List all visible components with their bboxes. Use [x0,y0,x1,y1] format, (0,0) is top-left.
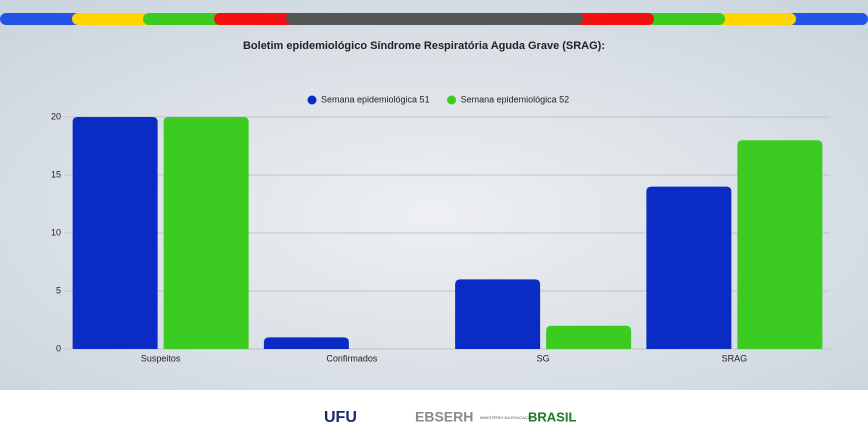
bar [263,337,349,349]
logo-text: UFU [324,409,357,426]
logo-text: BRASIL [528,409,576,424]
y-tick-label: 20 [51,111,61,121]
bar [646,186,732,349]
legend-label: Semana epidemiológica 51 [321,94,430,104]
top-stripe [0,13,868,25]
bar [72,117,158,349]
y-tick-label: 15 [51,169,61,179]
bar [163,117,249,349]
bar [737,140,823,349]
legend-marker [307,95,317,105]
bar [546,325,632,349]
x-tick-label: SG [537,353,550,363]
x-tick-label: Suspeitos [141,353,181,363]
y-tick-label: 10 [51,227,61,237]
y-tick-label: 5 [56,285,61,295]
chart-title: Boletim epidemiológico Síndrome Respirat… [243,40,605,52]
legend-marker [447,95,457,105]
footer [0,390,868,443]
logo-text: MINISTÉRIO DA EDUCAÇÃO [480,415,534,420]
legend-label: Semana epidemiológica 52 [461,94,570,104]
x-tick-label: SRAG [722,353,748,363]
y-tick-label: 0 [56,343,61,353]
footer-logos: UFU EBSERH MINISTÉRIO DA EDUCAÇÃO BRASIL [324,409,576,427]
x-tick-label: Confirmados [326,353,378,363]
bar [455,279,541,349]
logo-text: EBSERH [415,409,473,425]
